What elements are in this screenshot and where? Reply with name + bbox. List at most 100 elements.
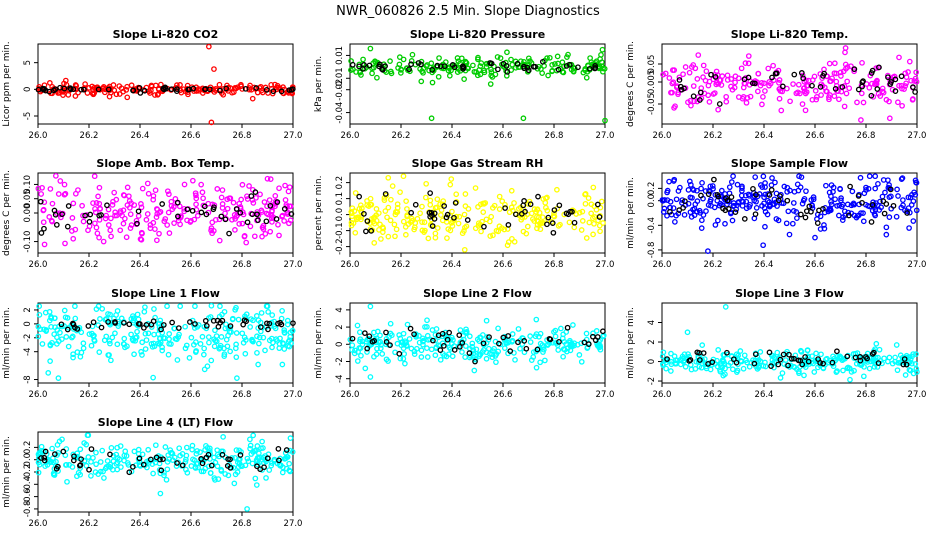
data-point [759,202,765,209]
data-point [755,357,762,363]
highlight-point [210,317,217,324]
data-point [139,339,146,346]
data-point [508,56,514,63]
x-tick-label: 27.0 [284,519,303,529]
data-point [813,96,820,103]
highlight-point [107,451,113,458]
highlight-point [791,355,797,362]
data-point [268,462,275,469]
data-point [108,444,115,451]
data-point [153,214,160,220]
highlight-point [153,454,160,461]
data-point [200,468,207,475]
data-point [475,204,481,210]
data-point [376,339,382,346]
data-point [182,459,189,465]
data-point [105,311,111,317]
data-point [393,209,399,215]
data-point [211,343,218,350]
data-point [419,203,425,210]
data-point [258,207,265,214]
data-point [895,193,901,199]
highlight-point [189,207,196,214]
data-point [555,60,561,67]
data-point [672,103,678,110]
y-tick-label: 0.2 [647,182,657,196]
data-point [784,85,790,92]
data-point [113,196,120,203]
highlight-point [733,359,740,366]
data-point [181,181,188,188]
data-point [77,446,84,453]
data-point [707,366,714,373]
data-point [799,101,806,107]
data-point [571,224,578,231]
data-point [205,315,212,321]
highlight-point [514,60,521,67]
data-point [166,230,173,236]
data-point [743,99,750,106]
data-point [230,464,237,471]
data-point [102,215,109,222]
y-tick-label: 0.2 [335,176,345,190]
data-point [839,217,846,224]
y-axis-label: ml/min per min. [2,436,12,508]
data-point [39,341,46,347]
data-point [841,103,848,110]
data-point [859,59,865,66]
y-tick-label: -0.01 [335,67,345,89]
data-point [42,463,48,470]
data-point [176,331,182,338]
data-point [533,364,540,371]
data-point [894,186,900,193]
data-point [59,336,65,343]
highlight-point [136,84,143,91]
data-point [738,358,745,365]
data-point [70,351,76,358]
x-tick-label: 27.0 [284,131,303,141]
highlight-point [682,198,688,205]
data-point [767,201,773,208]
highlight-point [356,63,362,70]
data-point [164,188,171,195]
data-point [886,115,893,122]
data-point [284,454,291,460]
data-point [784,188,790,195]
outlier-point [428,115,435,122]
data-point [91,338,98,344]
highlight-point [349,61,356,68]
data-point [385,204,392,211]
highlight-point [150,318,157,325]
data-point [564,54,570,60]
highlight-point [705,191,712,198]
data-point [281,330,288,336]
highlight-point [820,73,826,79]
highlight-point [567,61,573,68]
data-point [249,460,256,467]
data-point [716,77,723,83]
data-point [280,464,286,471]
data-point [463,326,469,333]
data-point [252,475,259,482]
data-point [423,63,430,69]
panel-title: Slope Line 1 Flow [111,287,220,300]
page-title: NWR_060826 2.5 Min. Slope Diagnostics [336,4,600,19]
data-point [282,182,288,189]
data-point [434,196,441,203]
highlight-point [363,228,369,235]
y-tick-label: -0.6 [23,488,33,505]
data-point [670,178,677,184]
data-point [248,316,254,322]
data-point [126,204,133,211]
y-axis-label: percent per min. [314,176,324,251]
data-point [280,341,287,347]
data-point [85,432,92,439]
data-point [708,202,714,209]
data-point [189,177,196,184]
highlight-point [846,212,852,219]
data-point [905,194,912,201]
data-point [221,308,228,315]
data-point [535,214,542,221]
data-point [126,193,132,200]
data-point [509,337,516,344]
